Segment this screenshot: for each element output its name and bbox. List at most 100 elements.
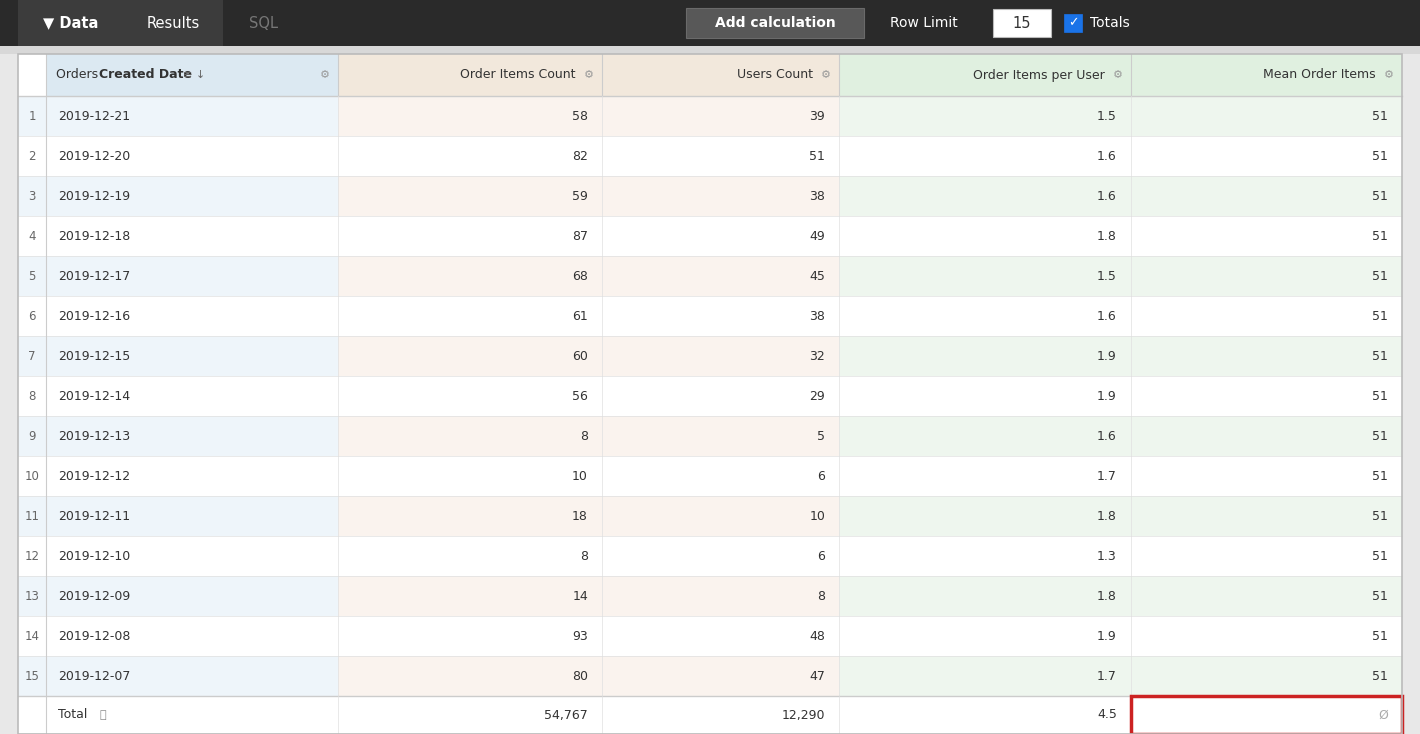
- Bar: [338, 576, 602, 616]
- Bar: [1130, 376, 1402, 416]
- Bar: [45, 376, 338, 416]
- Bar: [18, 536, 45, 576]
- Bar: [45, 296, 338, 336]
- Bar: [338, 54, 602, 96]
- Text: 2: 2: [28, 150, 36, 162]
- Text: 1.3: 1.3: [1098, 550, 1116, 562]
- Text: 2019-12-13: 2019-12-13: [58, 429, 131, 443]
- Text: 8: 8: [818, 589, 825, 603]
- Text: 51: 51: [1372, 310, 1387, 322]
- Bar: [45, 216, 338, 256]
- Text: 51: 51: [1372, 349, 1387, 363]
- Bar: [602, 616, 839, 656]
- Bar: [1130, 496, 1402, 536]
- Bar: [18, 216, 45, 256]
- Text: 7: 7: [28, 349, 36, 363]
- Text: 32: 32: [809, 349, 825, 363]
- Text: 80: 80: [572, 669, 588, 683]
- Text: 39: 39: [809, 109, 825, 123]
- Text: 15: 15: [24, 669, 40, 683]
- Bar: [839, 456, 1130, 496]
- Text: 2019-12-16: 2019-12-16: [58, 310, 131, 322]
- Bar: [1130, 216, 1402, 256]
- Text: 3: 3: [28, 189, 36, 203]
- Text: 1.8: 1.8: [1096, 230, 1116, 242]
- Text: 38: 38: [809, 189, 825, 203]
- Text: 2019-12-17: 2019-12-17: [58, 269, 131, 283]
- Text: 2019-12-14: 2019-12-14: [58, 390, 131, 402]
- Text: 54,767: 54,767: [544, 708, 588, 722]
- Bar: [45, 54, 338, 96]
- Text: 8: 8: [579, 429, 588, 443]
- Bar: [338, 136, 602, 176]
- Text: 6: 6: [818, 470, 825, 482]
- Bar: [839, 336, 1130, 376]
- Bar: [602, 296, 839, 336]
- Bar: [602, 256, 839, 296]
- Text: 2019-12-20: 2019-12-20: [58, 150, 131, 162]
- Bar: [839, 216, 1130, 256]
- Text: 2019-12-09: 2019-12-09: [58, 589, 131, 603]
- Text: Order Items per User: Order Items per User: [973, 68, 1105, 81]
- Bar: [839, 376, 1130, 416]
- Bar: [18, 0, 124, 46]
- Bar: [602, 54, 839, 96]
- Text: 5: 5: [818, 429, 825, 443]
- Bar: [1130, 176, 1402, 216]
- Bar: [338, 176, 602, 216]
- Bar: [1130, 616, 1402, 656]
- Text: ⚙: ⚙: [1113, 70, 1123, 80]
- Bar: [1130, 576, 1402, 616]
- Bar: [18, 54, 1402, 96]
- Text: 4: 4: [28, 230, 36, 242]
- Text: ⚙: ⚙: [320, 70, 329, 80]
- Bar: [1130, 656, 1402, 696]
- Bar: [1130, 456, 1402, 496]
- Text: 6: 6: [818, 550, 825, 562]
- Bar: [338, 456, 602, 496]
- Text: 45: 45: [809, 269, 825, 283]
- Text: Orders: Orders: [55, 68, 102, 81]
- Text: 51: 51: [1372, 429, 1387, 443]
- Bar: [45, 616, 338, 656]
- Text: 68: 68: [572, 269, 588, 283]
- Bar: [839, 96, 1130, 136]
- Bar: [18, 296, 45, 336]
- Bar: [229, 0, 300, 46]
- Text: Totals: Totals: [1091, 16, 1130, 30]
- Text: Created Date: Created Date: [99, 68, 192, 81]
- Bar: [338, 256, 602, 296]
- Bar: [18, 416, 45, 456]
- Text: 1.8: 1.8: [1096, 509, 1116, 523]
- Text: 58: 58: [572, 109, 588, 123]
- Text: 8: 8: [579, 550, 588, 562]
- Text: 51: 51: [1372, 509, 1387, 523]
- Bar: [1130, 256, 1402, 296]
- Text: 2019-12-11: 2019-12-11: [58, 509, 131, 523]
- Bar: [602, 416, 839, 456]
- Bar: [18, 656, 45, 696]
- Text: 51: 51: [1372, 189, 1387, 203]
- Bar: [18, 696, 1402, 734]
- Bar: [1130, 296, 1402, 336]
- Text: 1.6: 1.6: [1098, 189, 1116, 203]
- Bar: [338, 296, 602, 336]
- Bar: [338, 416, 602, 456]
- Text: 1.6: 1.6: [1098, 150, 1116, 162]
- Bar: [1130, 54, 1402, 96]
- Text: 49: 49: [809, 230, 825, 242]
- Bar: [124, 0, 223, 46]
- Text: 14: 14: [24, 630, 40, 642]
- Bar: [45, 416, 338, 456]
- Bar: [338, 376, 602, 416]
- Bar: [839, 656, 1130, 696]
- Text: 38: 38: [809, 310, 825, 322]
- Bar: [839, 616, 1130, 656]
- Bar: [18, 576, 45, 616]
- Text: 51: 51: [1372, 589, 1387, 603]
- Text: 2019-12-12: 2019-12-12: [58, 470, 131, 482]
- Text: 82: 82: [572, 150, 588, 162]
- Text: 51: 51: [1372, 630, 1387, 642]
- Text: 48: 48: [809, 630, 825, 642]
- Text: 10: 10: [572, 470, 588, 482]
